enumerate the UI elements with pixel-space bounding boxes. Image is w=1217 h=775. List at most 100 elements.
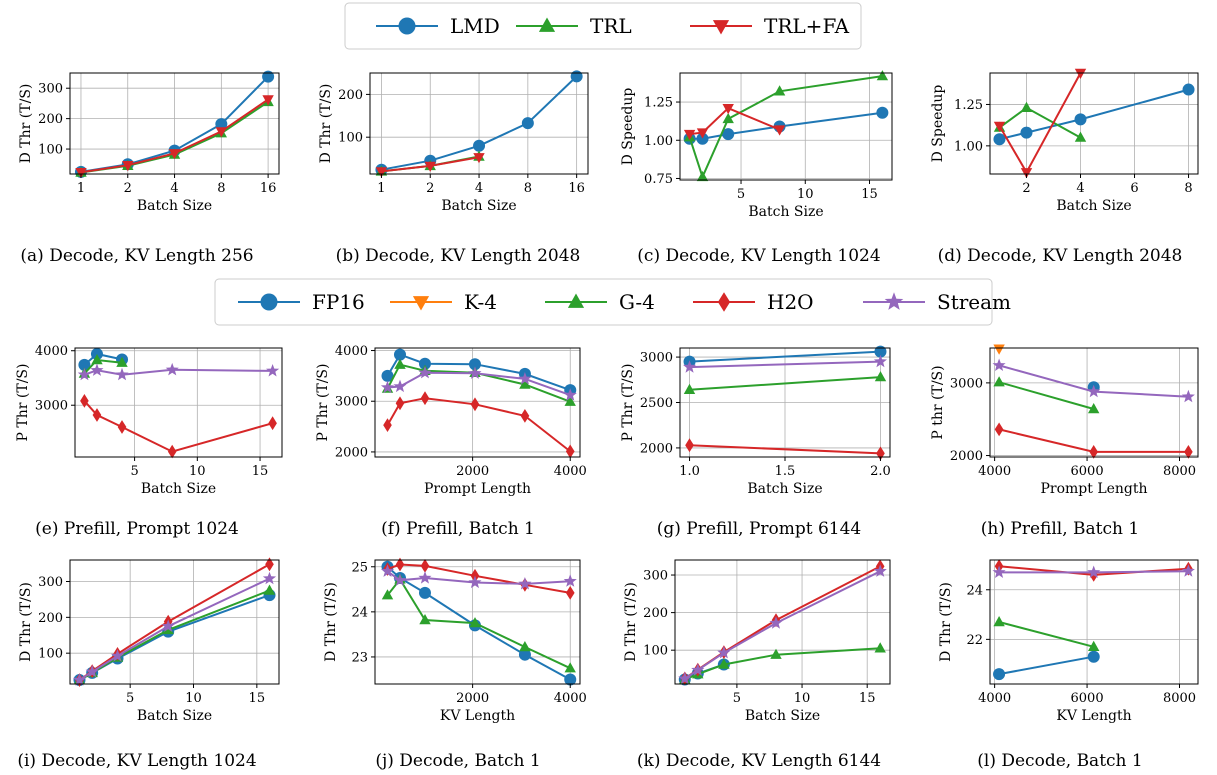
point-lmd-2 [1074, 113, 1087, 126]
chart-g: 1.0 1.5 2.0 2000 2500 3000 Batch Size P Thr (T/… [620, 345, 891, 539]
point-lmd-1 [1020, 126, 1033, 139]
y-tick-label-0: 100 [643, 644, 668, 659]
point-g-4-1 [874, 371, 887, 382]
point-h2o-1 [395, 557, 405, 572]
caption: (k) Decode, KV Length 6144 [637, 751, 881, 771]
point-stream-5 [563, 574, 577, 587]
caption: (e) Prefill, Prompt 1024 [35, 519, 239, 539]
plot-frame [374, 347, 581, 458]
point-fp16-2 [418, 586, 431, 599]
plot-frame [374, 559, 581, 685]
point-stream-4 [518, 577, 532, 590]
point-g-4-0 [993, 376, 1005, 387]
point-trl-fa-4 [262, 95, 274, 106]
point-g-4-4 [263, 584, 276, 595]
y-tick-label-1: 2500 [640, 396, 673, 411]
series-line-fp16 [998, 655, 1094, 676]
point-fp16-1 [90, 347, 103, 360]
legend-1: LMD TRL TRL+FA [344, 2, 862, 50]
point-h2o-5 [565, 586, 575, 600]
x-tick-label-1: 6000 [1071, 464, 1104, 479]
point-h2o-0 [685, 438, 694, 453]
series-line-h2o [83, 400, 273, 453]
point-fp16-5 [564, 673, 577, 686]
x-tick-label-1: 1.5 [775, 464, 796, 479]
y-tick-label-1: 200 [38, 112, 63, 127]
point-fp16-3 [468, 358, 481, 371]
point-fp16-1 [1087, 650, 1100, 663]
point-stream-4 [873, 564, 887, 577]
chart-b: 1 2 4 8 16 100 200 Batch Size D Thr (T/S) (b) Dec… [318, 70, 589, 266]
y-axis-label: P Thr (T/S) [15, 364, 31, 442]
y-tick-label-2: 25 [351, 560, 368, 575]
y-tick-label-2: 3000 [640, 351, 673, 366]
point-stream-2 [1181, 564, 1195, 577]
series-line-h2o [684, 565, 881, 680]
series-group [993, 68, 1195, 179]
series-line-g-4 [386, 363, 571, 403]
point-trl-fa-0 [75, 168, 87, 179]
legend-2: FP16 K-4 G-4 H2O Stream [214, 278, 1011, 326]
legend-label-h2o: H2O [767, 290, 814, 314]
point-trl-fa-2 [473, 153, 485, 164]
caption: (j) Decode, Batch 1 [375, 751, 540, 771]
x-tick-label-1: 10 [797, 187, 814, 202]
point-stream-0 [380, 564, 395, 577]
x-tick-label-1: 4 [1076, 181, 1084, 196]
x-tick-label-1: 10 [185, 691, 202, 706]
x-tick-label-0: 2000 [456, 464, 489, 479]
point-stream-0 [992, 358, 1006, 371]
point-stream-3 [769, 616, 783, 629]
point-trl-fa-0 [683, 129, 696, 141]
x-axis-label: Batch Size [1056, 198, 1131, 214]
point-fp16-1 [393, 348, 406, 361]
series-group [72, 557, 277, 687]
series-line-h2o [689, 444, 881, 455]
legend-marker-lmd [398, 17, 416, 35]
series-line-g-4 [689, 376, 881, 391]
x-tick-label-3: 8 [1184, 181, 1192, 196]
point-g-4-0 [381, 589, 394, 600]
legend-marker-trl [538, 17, 556, 32]
chart-h: 4000 6000 8000 2000 3000 Prompt Length P thr (… [930, 344, 1199, 539]
point-g-4-2 [419, 614, 431, 625]
point-fp16-0 [993, 668, 1006, 681]
point-k-4-0 [993, 344, 1005, 355]
point-lmd-3 [521, 117, 534, 130]
point-g-4-1 [394, 358, 406, 369]
y-tick-label-1: 24 [966, 583, 983, 598]
point-h2o-4 [520, 409, 530, 423]
plot-frame [69, 559, 280, 685]
chart-k: 5 10 15 100 200 300 Batch Size D Thr (T/S) (k) D… [623, 559, 891, 771]
y-tick-label-1: 200 [338, 88, 363, 103]
x-tick-label-1: 4000 [554, 464, 587, 479]
y-tick-label-0: 23 [351, 650, 368, 665]
plot-frame [74, 347, 283, 458]
point-h2o-4 [265, 557, 274, 572]
point-h2o-1 [395, 396, 405, 411]
caption: (h) Prefill, Batch 1 [981, 519, 1139, 539]
x-axis-label: KV Length [1056, 708, 1131, 724]
series-line-trl-fa [689, 107, 780, 136]
caption: (l) Decode, Batch 1 [977, 751, 1142, 771]
point-stream-1 [691, 663, 705, 676]
y-tick-label-1: 24 [351, 605, 368, 620]
x-tick-label-0: 1.0 [679, 464, 700, 479]
x-tick-label-0: 4000 [978, 691, 1011, 706]
x-tick-label-1: 10 [794, 691, 811, 706]
point-stream-1 [85, 664, 99, 678]
point-h2o-4 [268, 416, 277, 431]
series-line-stream [684, 570, 881, 680]
point-stream-4 [262, 571, 277, 585]
plot-frame [989, 559, 1199, 685]
series-group [77, 347, 280, 459]
point-lmd-1 [696, 132, 709, 145]
point-lmd-4 [876, 106, 889, 119]
series-line-stream [84, 368, 273, 376]
x-tick-label-4: 16 [260, 181, 277, 196]
series-line-g-4 [79, 589, 270, 681]
point-h2o-3 [167, 444, 177, 459]
point-trl-fa-0 [993, 121, 1006, 132]
